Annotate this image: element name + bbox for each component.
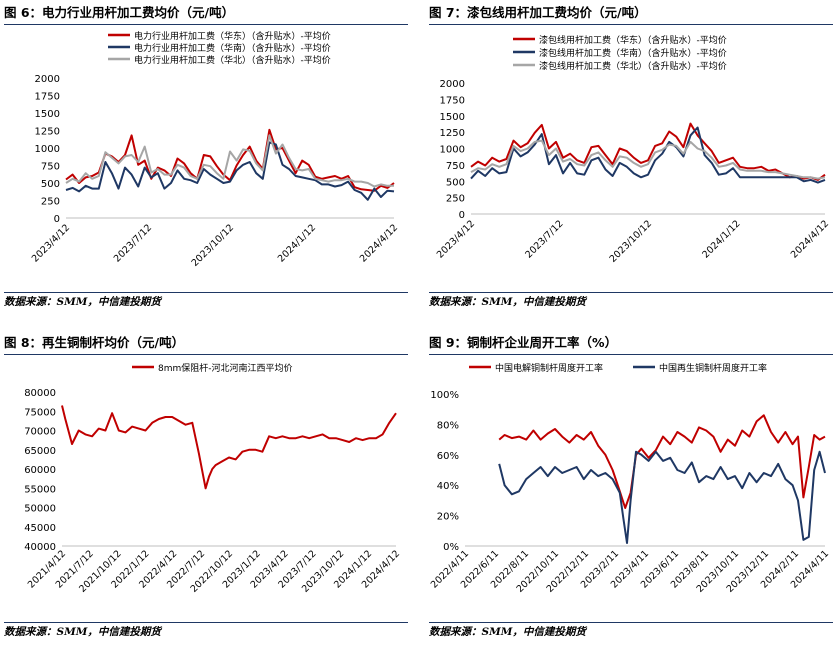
y-tick-label: 1250 <box>440 128 465 139</box>
series-line <box>65 134 394 188</box>
figure-6-source: 数据来源：SMM，中信建投期货 <box>4 296 161 308</box>
series-line <box>61 405 397 490</box>
legend-label: 电力行业用杆加工费（华南）（含升贴水）-平均价 <box>134 42 331 54</box>
x-tick-label: 2023/4/12 <box>435 218 477 260</box>
y-tick-label: 60% <box>437 451 459 462</box>
series-line <box>65 141 395 201</box>
legend-label: 电力行业用杆加工费（华北）（含升贴水）-平均价 <box>134 54 331 66</box>
y-tick-label: 2000 <box>440 79 465 90</box>
y-tick-label: 75000 <box>24 407 56 418</box>
legend-label: 电力行业用杆加工费（华东）（含升贴水）-平均价 <box>134 30 331 42</box>
legend-label: 8mm保阻杆-河北河南江西平均价 <box>158 362 293 374</box>
y-tick-label: 250 <box>41 197 60 208</box>
series-line <box>470 139 826 180</box>
figure-7-bottom-rule <box>429 292 833 293</box>
legend-label: 漆包线用杆加工费（华北）（含升贴水）-平均价 <box>539 60 727 72</box>
x-tick-label: 2024/1/12 <box>276 222 318 264</box>
figure-6-title: 图 6：电力行业用杆加工费均价（元/吨） <box>4 5 235 20</box>
y-tick-label: 80% <box>437 420 459 431</box>
y-tick-label: 100% <box>430 390 459 401</box>
x-tick-label: 2023/7/12 <box>112 222 154 264</box>
legend-label: 漆包线用杆加工费（华东）（含升贴水）-平均价 <box>539 34 727 46</box>
figure-8-chart: 40000 45000 50000 55000 60000 65000 70000 75000… <box>24 362 402 595</box>
y-tick-label: 70000 <box>24 427 56 438</box>
x-tick-label: 2024/4/12 <box>789 218 831 260</box>
figure-8-bottom-rule <box>4 622 408 623</box>
series-line <box>498 414 826 509</box>
y-tick-label: 1750 <box>440 95 465 106</box>
legend-label: 中国再生铜制杆周度开工率 <box>659 362 767 374</box>
figure-6-bottom-rule <box>4 292 408 293</box>
y-tick-label: 250 <box>446 194 465 205</box>
legend-label: 中国电解铜制杆周度开工率 <box>495 362 603 374</box>
y-tick-label: 500 <box>446 177 465 188</box>
y-tick-label: 60000 <box>24 465 56 476</box>
y-tick-label: 0 <box>54 214 60 225</box>
figure-8-source: 数据来源：SMM，中信建投期货 <box>4 626 161 638</box>
figure-6-chart: 0 250 500 750 1000 1250 1500 1750 2000 2023/4/12 2… <box>30 30 400 269</box>
y-tick-label: 1000 <box>440 145 465 156</box>
figure-9-title-rule <box>429 354 833 355</box>
series-line <box>498 450 826 544</box>
y-tick-label: 1750 <box>35 92 60 103</box>
x-tick-label: 2023/7/12 <box>523 218 565 260</box>
figure-7-title: 图 7：漆包线用杆加工费均价（元/吨） <box>429 5 647 20</box>
x-tick-label: 2024/1/12 <box>700 218 742 260</box>
y-tick-label: 750 <box>41 162 60 173</box>
figure-9-source: 数据来源：SMM，中信建投期货 <box>429 626 586 638</box>
y-tick-label: 55000 <box>24 484 56 495</box>
y-tick-label: 1500 <box>440 112 465 123</box>
y-tick-label: 40000 <box>24 542 56 553</box>
y-tick-label: 0 <box>459 210 465 221</box>
y-tick-label: 50000 <box>24 504 56 515</box>
series-line <box>470 126 826 184</box>
x-tick-label: 2023/4/12 <box>30 222 72 264</box>
series-line <box>470 122 826 181</box>
figure-8-title: 图 8：再生铜制杆均价（元/吨） <box>4 335 185 350</box>
x-tick-label: 2023/10/12 <box>190 222 237 269</box>
figure-9-chart: 0%20%40%60%80%100%2022/4/112022/6/112022… <box>429 362 831 595</box>
x-tick-label: 2024/4/12 <box>358 222 400 264</box>
y-tick-label: 40% <box>437 481 459 492</box>
y-tick-label: 65000 <box>24 446 56 457</box>
y-tick-label: 1000 <box>35 144 60 155</box>
y-tick-label: 500 <box>41 179 60 190</box>
x-tick-label: 2023/10/12 <box>608 218 655 265</box>
y-tick-label: 45000 <box>24 523 56 534</box>
y-tick-label: 80000 <box>24 388 56 399</box>
figure-7-chart: 0 250 500 750 1000 1250 1500 1750 2000 2023/4/12 2… <box>435 34 831 265</box>
figure-7-source: 数据来源：SMM，中信建投期货 <box>429 296 586 308</box>
y-tick-label: 1500 <box>35 109 60 120</box>
y-tick-label: 0% <box>443 542 459 553</box>
figure-7-title-rule <box>429 24 833 25</box>
y-tick-label: 2000 <box>35 74 60 85</box>
figure-8-title-rule <box>4 354 408 355</box>
y-tick-label: 750 <box>446 161 465 172</box>
figure-9-bottom-rule <box>429 622 833 623</box>
figure-6-title-rule <box>4 24 408 25</box>
y-tick-label: 20% <box>437 512 459 523</box>
y-tick-label: 1250 <box>35 127 60 138</box>
figure-9-title: 图 9：铜制杆企业周开工率（%） <box>429 335 618 350</box>
legend-label: 漆包线用杆加工费（华南）（含升贴水）-平均价 <box>539 47 727 59</box>
